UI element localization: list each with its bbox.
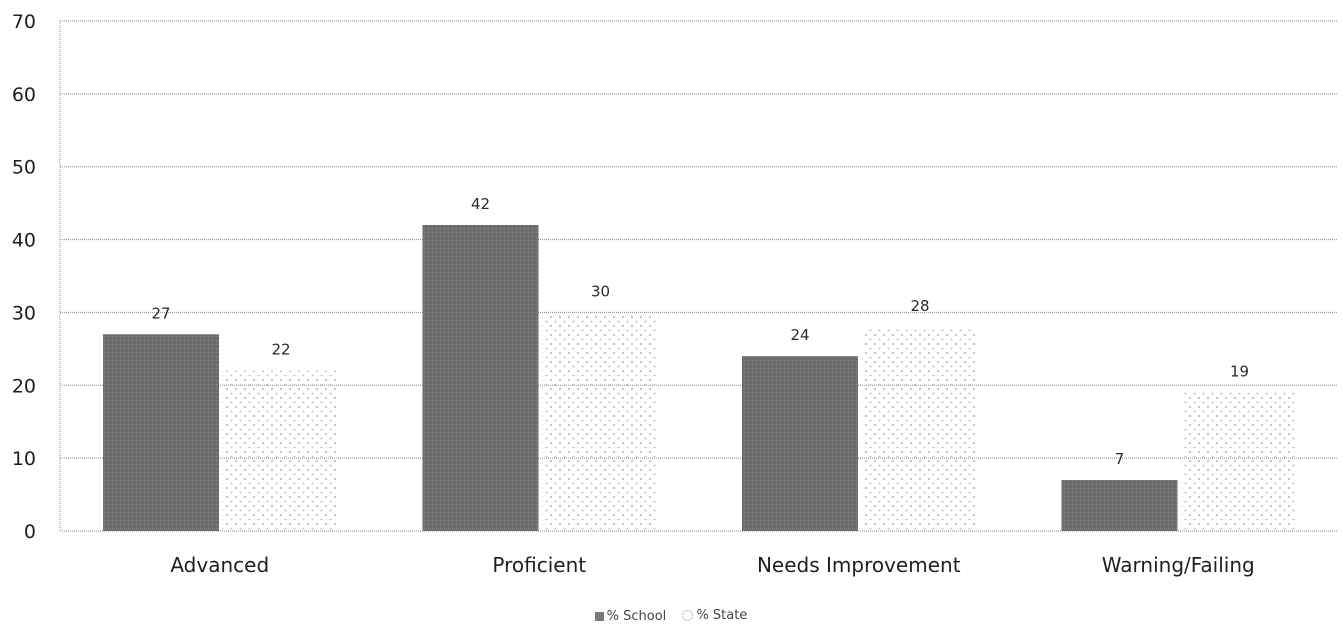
y-tick-label: 60 (12, 84, 36, 106)
legend-item-state: % State (682, 608, 747, 623)
y-axis-ticks: 0 10 20 30 40 50 60 70 (12, 11, 36, 543)
data-label-school: 24 (790, 326, 809, 344)
x-category-label: Proficient (492, 553, 586, 577)
y-tick-label: 40 (12, 230, 36, 252)
x-category-label: Needs Improvement (757, 553, 961, 577)
bar-school (742, 356, 858, 531)
data-label-state: 22 (271, 341, 290, 359)
x-axis-categories: Advanced Proficient Needs Improvement Warni… (170, 553, 1254, 577)
legend-swatch-school (594, 612, 604, 621)
y-tick-label: 50 (12, 157, 36, 179)
y-tick-label: 30 (12, 302, 36, 324)
data-label-state: 28 (910, 297, 929, 315)
bars (103, 225, 1298, 531)
data-label-state: 19 (1230, 363, 1249, 381)
x-category-label: Warning/Failing (1102, 553, 1255, 577)
y-tick-label: 0 (24, 521, 36, 543)
legend-swatch-state (682, 610, 694, 621)
legend-label-school: % School (606, 609, 667, 624)
data-label-school: 27 (151, 304, 170, 322)
bar-state (542, 312, 659, 531)
bar-school (422, 225, 539, 531)
legend-item-school: % School (594, 609, 667, 624)
y-tick-label: 20 (12, 375, 36, 397)
bar-school (1061, 480, 1178, 531)
data-label-school: 42 (471, 195, 490, 213)
bar-school (103, 334, 219, 531)
bar-state (862, 327, 978, 531)
bar-state (1181, 392, 1298, 531)
y-tick-label: 70 (12, 11, 36, 33)
x-category-label: Advanced (170, 553, 269, 577)
bar-state (223, 370, 339, 531)
data-labels: 27 22 42 30 24 28 7 19 (151, 195, 1249, 468)
legend-label-state: % State (696, 608, 748, 623)
bar-chart: 0 10 20 30 40 50 60 70 27 22 42 30 24 28 7 19 Advanced… (12, 11, 1338, 577)
y-tick-label: 10 (12, 448, 36, 470)
chart-legend: % School % State (0, 608, 1342, 625)
data-label-state: 30 (591, 282, 610, 300)
data-label-school: 7 (1115, 450, 1125, 468)
